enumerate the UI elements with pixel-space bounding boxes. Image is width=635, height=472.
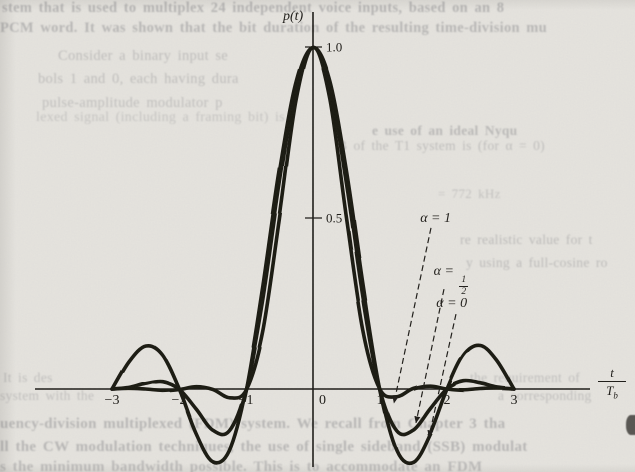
x-tick-label: 0 — [319, 393, 326, 408]
annotation-alpha-1: α = 1 — [420, 211, 451, 227]
annotation-prefix: α = — [420, 211, 444, 227]
axes: 1.00.5−3 −2 −1 0 1 2 3 — [35, 12, 590, 467]
x-axis-label-numerator: t — [610, 365, 614, 380]
y-tick-label: 0.5 — [326, 211, 342, 226]
y-tick-label: 1.0 — [326, 40, 342, 55]
annotation-prefix: α = — [436, 295, 461, 311]
x-axis-label-denominator: Tb — [606, 383, 618, 401]
x-axis-label: t Tb — [597, 366, 627, 401]
annotation-value: 1 — [443, 211, 451, 227]
scan-vignette-top — [0, 0, 635, 10]
annotation-alpha-0: α = 0 — [436, 296, 467, 312]
x-tick-label: −3 — [105, 393, 120, 408]
y-axis-label: p(t) — [283, 9, 304, 24]
scan-vignette-left — [0, 0, 16, 472]
annotation-prefix: α = — [433, 263, 458, 279]
scan-vignette-bottom — [0, 464, 635, 472]
annotation-value: 0 — [460, 295, 468, 311]
scan-ink-smudge — [626, 415, 635, 435]
x-tick-label: 3 — [511, 393, 518, 408]
